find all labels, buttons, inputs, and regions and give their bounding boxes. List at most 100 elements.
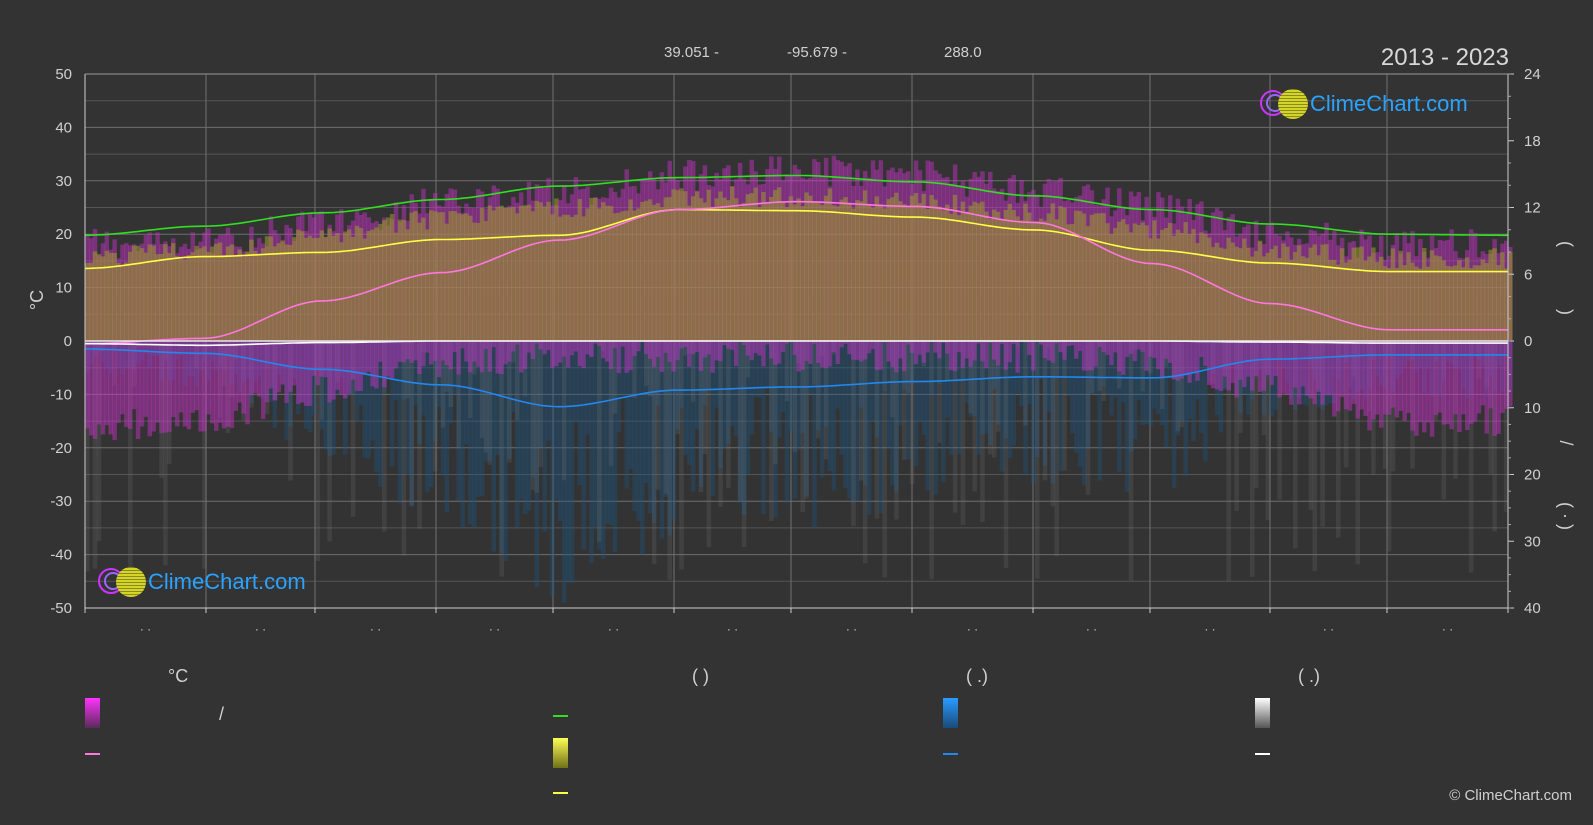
precip-bar <box>710 341 715 496</box>
sunshine-bar <box>374 227 379 341</box>
sunshine-bar <box>1160 229 1165 341</box>
legend-temp-range-swatch <box>85 698 100 728</box>
precip-bar <box>237 341 242 392</box>
sunshine-bar <box>1246 247 1251 341</box>
sunshine-bar <box>120 265 125 341</box>
precip-bar <box>1371 341 1376 360</box>
snow-bar <box>315 341 321 561</box>
precip-bar <box>593 341 598 527</box>
precip-bar <box>284 341 289 441</box>
legend-mean-sunshine-swatch <box>553 792 568 794</box>
sunshine-bar <box>1257 240 1263 341</box>
snow-bar <box>1023 341 1028 426</box>
snow-bar <box>432 341 438 472</box>
precip-bar <box>1402 341 1407 367</box>
copyright[interactable]: © ClimeChart.com <box>1449 787 1572 804</box>
sunshine-bar <box>429 210 434 341</box>
sunshine-bar <box>452 211 457 341</box>
precip-bar <box>1468 341 1474 394</box>
sunshine-bar <box>1296 245 1302 341</box>
precip-bar <box>1070 341 1075 434</box>
sunshine-bar <box>171 243 176 341</box>
precip-bar <box>300 341 305 403</box>
snow-bar <box>1101 341 1106 401</box>
snow-bar <box>612 341 618 414</box>
snow-bar <box>698 341 704 493</box>
snow-bar <box>194 341 199 369</box>
snow-bar <box>1148 341 1153 374</box>
sunshine-bar <box>694 191 700 341</box>
y-tick-label: -10 <box>50 386 72 403</box>
precip-bar <box>1023 341 1028 476</box>
series-line-max_temp <box>84 174 1508 237</box>
sunshine-bar <box>241 256 246 341</box>
sunshine-bar <box>460 214 465 341</box>
precip-bar <box>448 341 454 424</box>
precip-bar <box>894 341 899 493</box>
precip-bar <box>1437 341 1443 397</box>
precip-bar <box>585 341 590 435</box>
sunshine-bar <box>495 206 500 341</box>
sunshine-bar <box>1199 232 1204 341</box>
precip-bar <box>268 341 274 403</box>
snow-bar <box>335 341 340 383</box>
sunshine-bar <box>1390 248 1396 341</box>
snow-bar <box>1132 341 1138 350</box>
sunshine-bar <box>808 195 813 341</box>
snow-bar <box>167 341 172 464</box>
sunshine-bar <box>472 222 477 341</box>
snow-bar <box>905 341 911 394</box>
sunshine-bar <box>1464 257 1470 341</box>
sunshine-bar <box>1234 246 1239 341</box>
precip-bar <box>1105 341 1110 396</box>
sunshine-bar <box>1398 250 1404 341</box>
precip-bar <box>167 341 172 381</box>
precip-bar <box>206 341 211 380</box>
right-axis-mark: / <box>1556 440 1576 445</box>
sunshine-bar <box>968 205 974 341</box>
sunshine-bar <box>1038 218 1044 341</box>
precip-bar <box>1363 341 1368 398</box>
logo-bottom[interactable]: ClimeChart.com <box>94 566 306 598</box>
precip-bar <box>1058 341 1063 472</box>
sunshine-bar <box>190 252 196 341</box>
precip-bar <box>143 341 149 354</box>
sunshine-bar <box>139 248 145 341</box>
x-tick-label: · · <box>967 622 978 636</box>
sunshine-bar <box>1238 248 1243 341</box>
snow-bar <box>1097 341 1103 391</box>
precip-bar <box>694 341 700 430</box>
precip-bar <box>554 341 559 500</box>
sunshine-bar <box>206 251 211 341</box>
precip-bar <box>194 341 199 387</box>
snow-bar <box>894 341 899 520</box>
precip-bar <box>874 341 880 438</box>
sunshine-bar <box>753 187 758 341</box>
sunshine-bar <box>765 203 770 341</box>
snow-bar <box>651 341 657 565</box>
snow-bar <box>202 341 207 569</box>
precip-bar <box>823 341 829 427</box>
snow-bar <box>819 341 825 357</box>
precip-bar <box>499 341 504 554</box>
snow-bar <box>589 341 594 356</box>
sunshine-bar <box>417 222 422 341</box>
sunshine-bar <box>784 207 790 341</box>
sunshine-bar <box>260 248 266 341</box>
logo-top[interactable]: ClimeChart.com <box>1256 88 1468 120</box>
snow-bar <box>644 341 649 387</box>
sunshine-bar <box>182 259 188 341</box>
snow-bar <box>1390 341 1396 472</box>
precip-bar <box>980 341 985 435</box>
sunshine-bar <box>217 242 223 341</box>
sunshine-bar <box>1281 243 1286 341</box>
snow-bar <box>960 341 966 525</box>
sunshine-bar <box>1375 262 1380 341</box>
precip-bar <box>843 341 848 488</box>
sunshine-bar <box>1124 224 1130 341</box>
sunshine-bar <box>1300 256 1306 341</box>
precip-bar <box>905 341 911 460</box>
sunshine-bar <box>1359 246 1364 341</box>
sunshine-bar <box>1476 265 1482 341</box>
snow-bar <box>522 341 528 397</box>
